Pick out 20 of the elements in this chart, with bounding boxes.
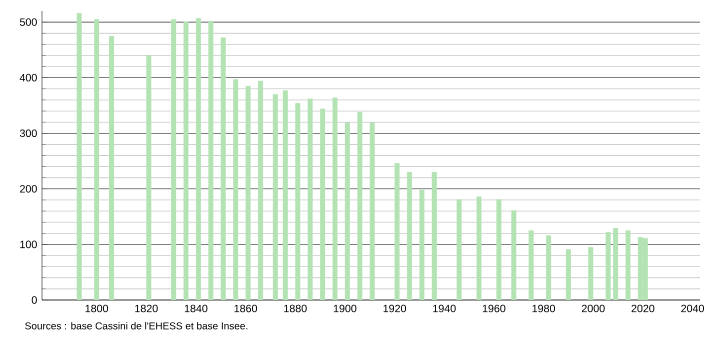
y-tick-label: 400 <box>20 74 37 82</box>
x-tick-label: 1880 <box>284 304 307 312</box>
x-tick-label: 1920 <box>384 304 406 312</box>
x-tick-label: 1900 <box>334 304 356 312</box>
y-tick-label: 0 <box>32 296 37 304</box>
x-tick-label: 1980 <box>532 304 556 312</box>
x-tick-label: 2040 <box>681 304 704 312</box>
x-tick-label: 1840 <box>184 304 208 312</box>
x-tick-label: 2000 <box>582 304 605 312</box>
y-tick-label: 500 <box>20 18 37 26</box>
x-tick-label: 2020 <box>632 304 654 312</box>
y-tick-label: 200 <box>20 185 37 193</box>
x-tick-label: 1820 <box>135 304 158 312</box>
x-tick-label: 1960 <box>482 304 506 312</box>
x-tick-label: 1800 <box>86 304 108 312</box>
y-tick-label: 300 <box>20 130 37 138</box>
source-note: Sources : base Cassini de l'EHESS et base Insee. <box>25 322 248 330</box>
x-tick-label: 1940 <box>433 304 456 312</box>
x-tick-label: 1860 <box>234 304 258 312</box>
y-tick-label: 100 <box>20 240 37 248</box>
